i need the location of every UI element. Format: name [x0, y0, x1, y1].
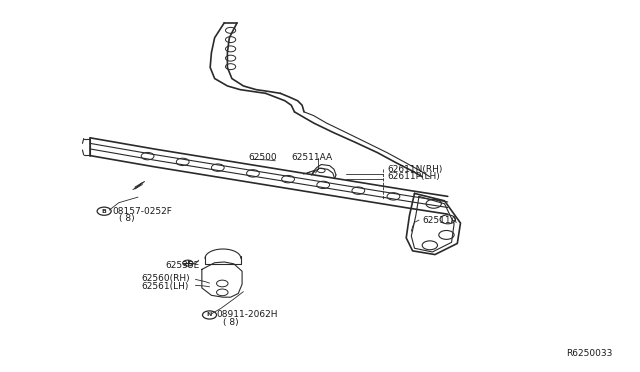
Text: N: N [207, 312, 212, 317]
Text: 08911-2062H: 08911-2062H [216, 311, 278, 320]
Text: 62561(LH): 62561(LH) [141, 282, 189, 291]
Text: ( 8): ( 8) [119, 214, 134, 223]
Text: 62611P(LH): 62611P(LH) [387, 172, 440, 181]
Text: ( 8): ( 8) [223, 318, 239, 327]
Text: 62560(RH): 62560(RH) [141, 274, 190, 283]
Text: 62511A: 62511A [422, 216, 457, 225]
Text: 62500: 62500 [248, 153, 277, 161]
Text: 62535E: 62535E [166, 261, 200, 270]
Text: R6250033: R6250033 [566, 349, 612, 358]
Text: B: B [102, 209, 107, 214]
Text: 08157-0252F: 08157-0252F [113, 207, 172, 216]
Text: 62611N(RH): 62611N(RH) [387, 165, 442, 174]
Text: 62511AA: 62511AA [291, 153, 332, 161]
